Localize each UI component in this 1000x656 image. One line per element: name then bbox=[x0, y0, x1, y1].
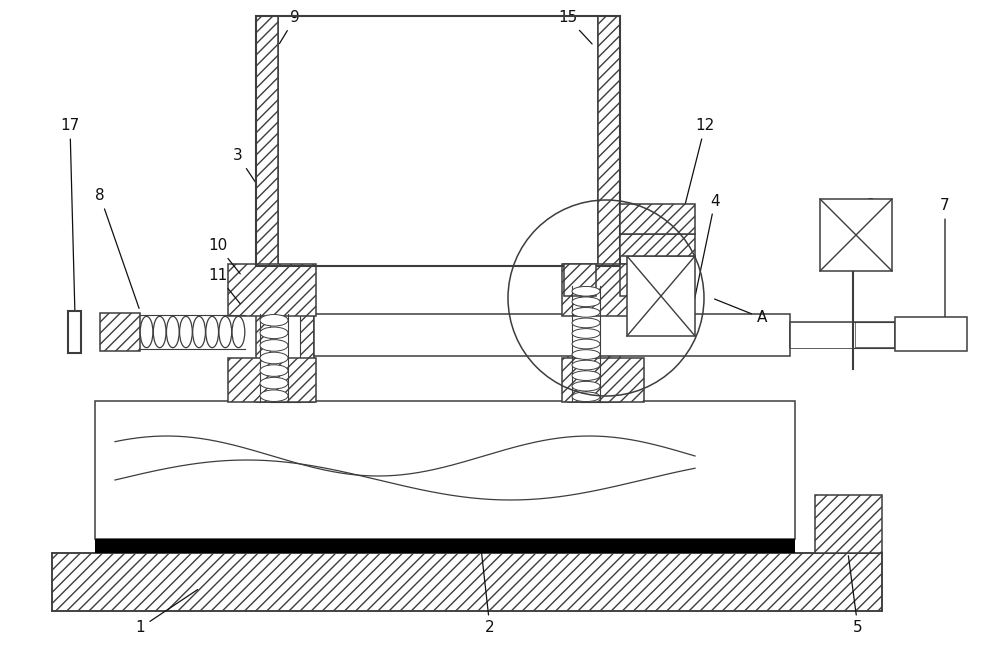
Ellipse shape bbox=[572, 371, 600, 380]
Ellipse shape bbox=[206, 316, 219, 348]
Text: 4: 4 bbox=[691, 194, 720, 318]
Bar bbox=[68, 311, 81, 353]
Text: 1: 1 bbox=[135, 590, 198, 636]
Ellipse shape bbox=[153, 316, 166, 348]
Bar bbox=[564, 264, 596, 296]
Bar bbox=[568, 16, 620, 402]
Bar bbox=[95, 539, 795, 553]
Text: 7: 7 bbox=[940, 199, 950, 328]
Bar bbox=[580, 16, 608, 402]
Bar bbox=[562, 358, 644, 402]
Ellipse shape bbox=[572, 329, 600, 338]
Ellipse shape bbox=[260, 314, 288, 326]
Ellipse shape bbox=[166, 316, 179, 348]
Ellipse shape bbox=[260, 390, 288, 401]
Bar bbox=[790, 322, 855, 348]
Bar bbox=[620, 264, 650, 296]
Ellipse shape bbox=[572, 308, 600, 318]
Ellipse shape bbox=[260, 352, 288, 364]
Bar bbox=[228, 264, 316, 316]
Bar bbox=[598, 16, 620, 266]
Text: A: A bbox=[715, 299, 767, 325]
Text: 10: 10 bbox=[208, 239, 240, 274]
Bar bbox=[256, 16, 620, 266]
Ellipse shape bbox=[260, 340, 288, 351]
Text: 3: 3 bbox=[233, 148, 256, 184]
Text: 12: 12 bbox=[673, 119, 715, 253]
Ellipse shape bbox=[140, 316, 153, 348]
Text: 2: 2 bbox=[480, 542, 495, 636]
Bar bbox=[100, 313, 140, 351]
Ellipse shape bbox=[193, 316, 205, 348]
Text: 11: 11 bbox=[208, 268, 240, 304]
Bar bbox=[815, 495, 882, 553]
Text: 17: 17 bbox=[60, 119, 80, 313]
Bar bbox=[228, 358, 316, 402]
Bar bbox=[627, 256, 695, 336]
Bar bbox=[270, 16, 300, 402]
Bar bbox=[620, 204, 695, 234]
Text: 5: 5 bbox=[848, 556, 863, 636]
Ellipse shape bbox=[572, 339, 600, 349]
Bar bbox=[314, 314, 790, 356]
Bar bbox=[52, 553, 882, 611]
Bar bbox=[256, 16, 314, 402]
Text: 8: 8 bbox=[95, 188, 139, 308]
Ellipse shape bbox=[572, 287, 600, 296]
Text: 15: 15 bbox=[558, 10, 592, 44]
Ellipse shape bbox=[572, 350, 600, 359]
Bar bbox=[790, 322, 895, 348]
Bar bbox=[278, 16, 598, 266]
Ellipse shape bbox=[232, 316, 245, 348]
Bar bbox=[895, 317, 967, 351]
Ellipse shape bbox=[260, 365, 288, 377]
Bar bbox=[562, 264, 644, 316]
Ellipse shape bbox=[219, 316, 232, 348]
Text: 6: 6 bbox=[856, 199, 875, 234]
Ellipse shape bbox=[260, 377, 288, 389]
Bar bbox=[95, 401, 795, 539]
Ellipse shape bbox=[572, 381, 600, 391]
Ellipse shape bbox=[572, 392, 600, 401]
Ellipse shape bbox=[572, 360, 600, 370]
Text: 9: 9 bbox=[279, 10, 300, 44]
Ellipse shape bbox=[180, 316, 192, 348]
Bar bbox=[256, 16, 278, 266]
Ellipse shape bbox=[572, 318, 600, 328]
Bar bbox=[620, 234, 695, 256]
Ellipse shape bbox=[572, 297, 600, 306]
Ellipse shape bbox=[260, 327, 288, 338]
Bar bbox=[820, 199, 892, 271]
